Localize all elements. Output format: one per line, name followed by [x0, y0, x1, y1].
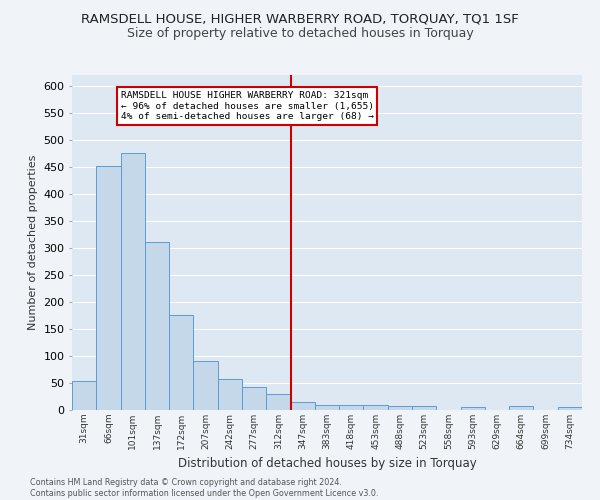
Bar	[290, 402, 315, 410]
Bar	[145, 242, 169, 410]
Text: RAMSDELL HOUSE, HIGHER WARBERRY ROAD, TORQUAY, TQ1 1SF: RAMSDELL HOUSE, HIGHER WARBERRY ROAD, TO…	[81, 12, 519, 26]
Bar	[364, 404, 388, 410]
Text: Size of property relative to detached houses in Torquay: Size of property relative to detached ho…	[127, 28, 473, 40]
Bar	[242, 387, 266, 410]
Bar	[412, 406, 436, 410]
Bar	[315, 405, 339, 410]
Bar	[558, 408, 582, 410]
Bar	[461, 408, 485, 410]
Y-axis label: Number of detached properties: Number of detached properties	[28, 155, 38, 330]
Text: RAMSDELL HOUSE HIGHER WARBERRY ROAD: 321sqm
← 96% of detached houses are smaller: RAMSDELL HOUSE HIGHER WARBERRY ROAD: 321…	[121, 91, 374, 121]
Bar	[339, 404, 364, 410]
Bar	[266, 394, 290, 410]
Text: Contains HM Land Registry data © Crown copyright and database right 2024.
Contai: Contains HM Land Registry data © Crown c…	[30, 478, 379, 498]
Bar	[388, 406, 412, 410]
Bar	[96, 166, 121, 410]
Bar	[218, 378, 242, 410]
Bar	[72, 381, 96, 410]
Bar	[169, 316, 193, 410]
Bar	[193, 362, 218, 410]
Bar	[121, 154, 145, 410]
X-axis label: Distribution of detached houses by size in Torquay: Distribution of detached houses by size …	[178, 458, 476, 470]
Bar	[509, 406, 533, 410]
